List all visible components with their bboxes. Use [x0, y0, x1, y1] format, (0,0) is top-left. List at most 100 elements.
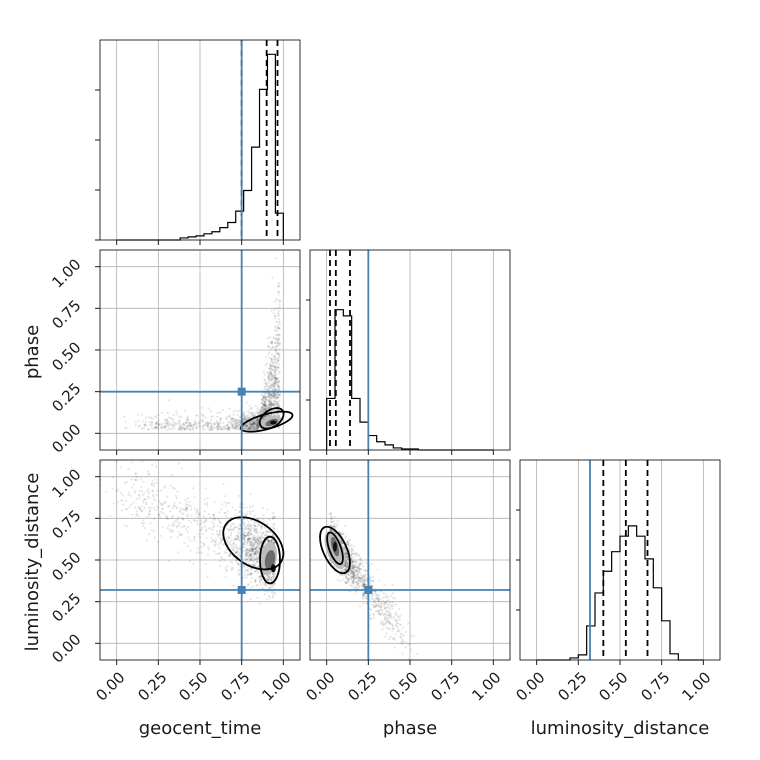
panel-phase-vs-geocent-time-sample-point: [247, 410, 250, 413]
panel-ld-vs-phase-sample-point: [347, 541, 350, 544]
panel-ld-vs-phase-sample-point: [358, 568, 361, 571]
panel-phase-vs-geocent-time-sample-point: [210, 422, 213, 425]
panel-phase-vs-geocent-time-sample-point: [274, 341, 277, 345]
panel-phase-vs-geocent-time-sample-point: [123, 415, 126, 418]
panel-ld-vs-geocent-time-sample-point: [225, 569, 228, 572]
panel-ld-vs-geocent-time-sample-point: [254, 538, 257, 542]
panel-phase-vs-geocent-time-sample-point: [256, 422, 259, 426]
panel-ld-vs-geocent-time-sample-point: [231, 566, 234, 569]
panel-ld-vs-geocent-time-sample-point: [234, 514, 237, 517]
panel-phase-vs-geocent-time-sample-point: [251, 419, 254, 422]
panel-phase-vs-geocent-time-sample-point: [272, 396, 275, 399]
panel-phase-vs-geocent-time-frame: [99, 249, 301, 451]
panel-phase-vs-geocent-time-sample-point: [277, 357, 280, 360]
panel-ld-vs-geocent-time-sample-point: [254, 553, 257, 556]
panel-phase-vs-geocent-time-sample-point: [254, 413, 257, 416]
panel-ld-vs-phase-sample-point: [390, 616, 393, 619]
panel-ld-vs-phase-sample-point: [406, 642, 410, 645]
panel-ld-vs-geocent-time-sample-point: [271, 594, 275, 597]
panel-ld-vs-phase-sample-point: [361, 561, 364, 565]
panel-ld-vs-geocent-time-sample-point: [245, 558, 248, 561]
panel-phase-vs-geocent-time-sample-point: [277, 372, 280, 375]
panel-phase-vs-geocent-time-sample-point: [276, 413, 279, 416]
panel-ld-vs-phase-sample-point: [355, 566, 358, 569]
panel-ld-vs-phase-sample-point: [352, 579, 356, 582]
panel-phase-vs-geocent-time-sample-point: [177, 428, 180, 431]
panel-phase-vs-geocent-time-sample-point: [277, 338, 280, 341]
panel-phase-vs-geocent-time-sample-point: [226, 424, 230, 427]
panel-ld-vs-phase-sample-point: [349, 554, 352, 557]
panel-ld-vs-phase-sample-point: [355, 577, 358, 580]
panel-ld-vs-geocent-time-sample-point: [205, 519, 208, 522]
panel-ld-vs-geocent-time-sample-point: [184, 504, 188, 507]
panel-ld-vs-geocent-time-sample-point: [205, 536, 208, 540]
panel-ld-vs-phase-sample-point: [371, 579, 374, 582]
panel-phase-vs-geocent-time-sample-point: [194, 426, 198, 429]
panel-phase-vs-geocent-time-sample-point: [264, 388, 267, 391]
panel-ld-vs-geocent-time-sample-point: [235, 551, 238, 555]
panel-phase-vs-geocent-time-sample-point: [272, 388, 275, 391]
panel-ld-vs-phase-sample-point: [346, 566, 349, 569]
panel-ld-vs-phase-sample-point: [407, 622, 410, 625]
panel-phase-vs-geocent-time-sample-point: [255, 426, 258, 430]
panel-phase-vs-geocent-time-sample-point: [178, 427, 181, 430]
panel-phase-vs-geocent-time-sample-point: [157, 419, 160, 422]
panel-ld-vs-phase-sample-point: [352, 571, 355, 574]
panel-phase-vs-geocent-time-sample-point: [216, 411, 219, 415]
panel-ld-vs-phase-sample-point: [351, 562, 354, 565]
panel-ld-vs-geocent-time-sample-point: [224, 536, 227, 539]
panel-ld-vs-geocent-time-sample-point: [188, 500, 191, 503]
panel-ld-vs-geocent-time-sample-point: [195, 551, 198, 554]
panel-ld-vs-phase-sample-point: [340, 569, 343, 572]
panel-phase-vs-geocent-time-sample-point: [278, 327, 281, 331]
panel-phase-vs-geocent-time-sample-point: [137, 413, 140, 416]
panel-ld-vs-geocent-time-sample-point: [218, 546, 221, 549]
panel-phase-vs-geocent-time-sample-point: [269, 410, 272, 413]
panel-ld-vs-phase-sample-point: [391, 629, 394, 633]
panel-ld-vs-geocent-time-sample-point: [268, 539, 271, 542]
panel-ld-vs-geocent-time-sample-point: [213, 539, 216, 543]
panel-ld-vs-geocent-time-sample-point: [267, 578, 270, 582]
panel-phase-vs-geocent-time-sample-point: [268, 398, 271, 401]
panel-ld-vs-phase-sample-point: [389, 635, 392, 638]
panel-phase-vs-geocent-time-sample-point: [255, 417, 259, 421]
panel-phase-vs-geocent-time-sample-point: [230, 422, 233, 425]
panel-phase-vs-geocent-time-sample-point: [220, 417, 223, 420]
panel-ld-vs-geocent-time-sample-point: [254, 552, 258, 555]
panel-phase-vs-geocent-time-sample-point: [274, 373, 277, 376]
panel-ld-vs-phase-sample-point: [374, 604, 378, 608]
panel-phase-vs-geocent-time-sample-point: [269, 393, 272, 396]
panel-ld-vs-geocent-time-sample-point: [256, 542, 260, 545]
panel-ld-vs-geocent-time-sample-point: [116, 488, 120, 491]
panel-ld-vs-phase-sample-point: [397, 630, 400, 633]
panel-ld-vs-phase-sample-point: [350, 543, 353, 546]
panel-ld-vs-geocent-time-sample-point: [133, 489, 136, 492]
panel-ld-vs-geocent-time-sample-point: [228, 553, 231, 557]
panel-phase-vs-geocent-time-sample-point: [269, 393, 272, 396]
panel-phase-vs-geocent-time-sample-point: [260, 393, 263, 396]
panel-ld-vs-phase-sample-point: [344, 548, 347, 551]
panel-ld-vs-phase-sample-point: [361, 578, 364, 581]
panel-ld-vs-geocent-time-sample-point: [242, 523, 245, 527]
panel-ld-vs-geocent-time-sample-point: [227, 528, 230, 531]
panel-phase-vs-geocent-time-sample-point: [262, 403, 265, 406]
panel-ld-vs-geocent-time-sample-point: [255, 550, 258, 553]
panel-ld-vs-phase-sample-point: [399, 636, 403, 639]
panel-ld-vs-geocent-time-sample-point: [135, 510, 138, 513]
panel-ld-vs-geocent-time-sample-point: [246, 534, 249, 537]
panel-phase-vs-geocent-time-sample-point: [251, 422, 255, 425]
panel-ld-vs-phase-sample-point: [339, 532, 342, 535]
panel-phase-vs-geocent-time-sample-point: [264, 407, 267, 410]
panel-ld-vs-phase-sample-point: [384, 607, 387, 610]
panel-ld-vs-phase-contour-1: [326, 531, 344, 566]
panel-phase-vs-geocent-time-sample-point: [266, 337, 269, 340]
panel-phase-vs-geocent-time-sample-point: [151, 417, 154, 420]
panel-phase-vs-geocent-time-sample-point: [277, 326, 280, 329]
panel-phase-vs-geocent-time-sample-point: [265, 414, 268, 417]
panel-ld-vs-phase-sample-point: [352, 577, 355, 580]
panel-phase-vs-geocent-time-sample-point: [253, 428, 256, 431]
panel-phase-vs-geocent-time-sample-point: [137, 419, 140, 422]
panel-hist-luminosity-distance-frame: [519, 459, 721, 661]
panel-ld-vs-geocent-time-sample-point: [255, 537, 258, 540]
ytick-phase-0: 0.00: [48, 420, 84, 456]
